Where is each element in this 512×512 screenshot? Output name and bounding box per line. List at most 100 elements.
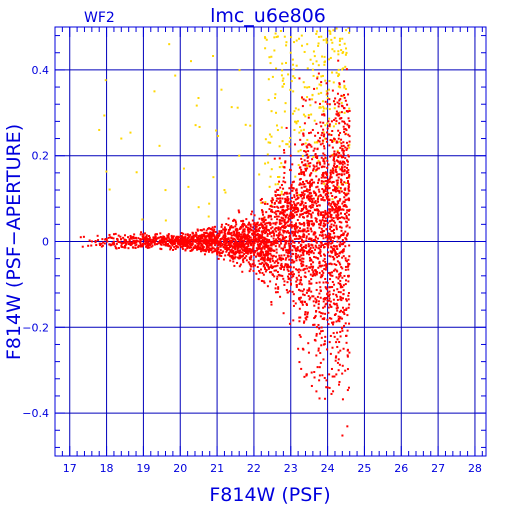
red-point <box>253 264 256 267</box>
red-point <box>327 195 330 198</box>
red-point <box>249 225 252 228</box>
red-point <box>269 280 272 283</box>
yellow-point <box>104 79 107 82</box>
red-point <box>172 248 175 251</box>
red-point <box>301 300 304 303</box>
red-point <box>322 189 325 192</box>
red-point <box>140 231 143 234</box>
red-point <box>346 209 349 212</box>
red-point <box>346 110 349 113</box>
yellow-point <box>164 189 167 192</box>
red-point <box>281 257 284 260</box>
red-point <box>311 275 314 278</box>
red-point <box>338 162 341 165</box>
yellow-point <box>348 107 351 110</box>
red-point <box>249 236 252 239</box>
red-point <box>309 197 312 200</box>
red-point <box>150 241 153 244</box>
red-point <box>261 224 264 227</box>
red-point <box>180 232 183 235</box>
red-point <box>294 302 297 305</box>
yellow-point <box>264 138 267 141</box>
red-point <box>266 202 269 205</box>
red-point <box>248 257 251 260</box>
red-point <box>290 255 293 258</box>
red-point <box>305 303 308 306</box>
yellow-point <box>312 155 315 158</box>
red-point <box>301 143 304 146</box>
red-point <box>326 318 329 321</box>
red-point <box>254 223 257 226</box>
x-tick-labels: 17 18 19 20 21 22 23 24 25 26 27 28 <box>63 462 482 475</box>
red-point <box>266 222 269 225</box>
red-point <box>282 187 285 190</box>
red-point <box>287 205 290 208</box>
red-point <box>340 156 343 159</box>
red-point <box>232 219 235 222</box>
red-point <box>300 171 303 174</box>
red-point <box>187 239 190 242</box>
yellow-point <box>236 106 239 109</box>
red-point <box>208 244 211 247</box>
red-point <box>308 298 311 301</box>
yellow-point <box>189 60 192 63</box>
red-point <box>320 81 323 84</box>
red-point <box>342 155 345 158</box>
yellow-point <box>329 32 332 35</box>
red-point <box>206 245 209 248</box>
red-point <box>265 211 268 214</box>
red-point <box>159 241 162 244</box>
red-point <box>245 247 248 250</box>
red-point <box>318 366 321 369</box>
red-point <box>336 240 339 243</box>
red-point <box>245 241 248 244</box>
red-point <box>315 220 318 223</box>
red-point <box>344 187 347 190</box>
red-point <box>247 229 250 232</box>
red-point <box>323 114 326 117</box>
red-point <box>212 233 215 236</box>
red-point <box>183 243 186 246</box>
red-point <box>209 240 212 243</box>
red-point <box>336 212 339 215</box>
red-point <box>322 158 325 161</box>
red-point <box>310 384 313 387</box>
red-point <box>88 239 91 242</box>
red-point <box>339 198 342 201</box>
red-point <box>178 236 181 239</box>
red-point <box>324 298 327 301</box>
red-point <box>245 218 248 221</box>
red-point <box>315 165 318 168</box>
red-point <box>305 239 308 242</box>
red-point <box>312 246 315 249</box>
red-point <box>248 235 251 238</box>
red-point <box>239 227 242 230</box>
red-point <box>336 179 339 182</box>
red-point <box>199 229 202 232</box>
red-point <box>338 199 341 202</box>
red-point <box>331 181 334 184</box>
red-point <box>214 230 217 233</box>
red-point <box>326 291 329 294</box>
red-point <box>168 238 171 241</box>
red-point <box>158 236 161 239</box>
red-point <box>260 248 263 251</box>
red-point <box>324 211 327 214</box>
red-point <box>335 228 338 231</box>
red-point <box>132 235 135 238</box>
red-point <box>343 161 346 164</box>
yellow-point <box>298 131 301 134</box>
red-point <box>243 232 246 235</box>
red-point <box>197 238 200 241</box>
red-point <box>339 160 342 163</box>
red-point <box>301 171 304 174</box>
red-point <box>241 222 244 225</box>
red-point <box>261 272 264 275</box>
red-point <box>333 152 336 155</box>
red-point <box>342 160 345 163</box>
red-point <box>287 199 290 202</box>
yellow-point <box>333 107 336 110</box>
red-point <box>330 120 333 123</box>
red-point <box>335 166 338 169</box>
red-point <box>246 245 249 248</box>
